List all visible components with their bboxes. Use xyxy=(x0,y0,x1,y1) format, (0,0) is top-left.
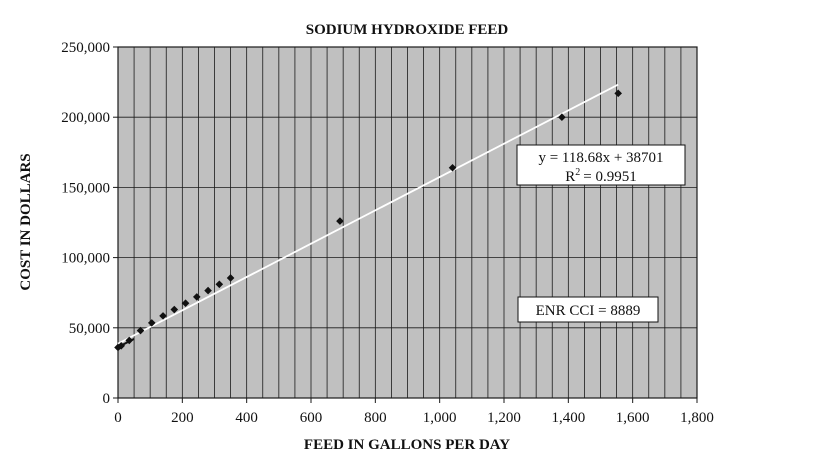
data-points xyxy=(114,89,622,352)
data-point xyxy=(226,274,235,282)
plot-frame xyxy=(117,46,698,399)
data-point xyxy=(204,286,212,295)
x-tick-label: 1,200 xyxy=(487,410,521,426)
x-tick-label: 400 xyxy=(235,410,258,426)
x-axis-ticks: 0 200 400 600 800 1,000 1,200 1,400 1,600 1,800 xyxy=(114,398,714,426)
r-squared-label: R2 = 0.9951 xyxy=(565,167,636,185)
x-tick-label: 800 xyxy=(364,410,387,426)
x-tick-label: 600 xyxy=(300,410,323,426)
trendline-equation: y = 118.68x + 38701 xyxy=(538,150,663,166)
x-tick-label: 1,000 xyxy=(423,410,457,426)
x-tick-label: 200 xyxy=(171,410,194,426)
gridlines xyxy=(118,47,697,398)
r-squared-value: = 0.9951 xyxy=(583,169,636,185)
x-tick-label: 1,800 xyxy=(680,410,714,426)
enr-box: ENR CCI = 8889 xyxy=(517,296,659,323)
x-tick-label: 0 xyxy=(114,410,122,426)
data-point xyxy=(448,163,457,172)
data-point xyxy=(159,312,167,320)
trendline xyxy=(117,83,619,345)
equation-box: y = 118.68x + 38701 R2 = 0.9951 xyxy=(516,144,686,186)
data-point xyxy=(558,113,566,121)
y-tick-label: 100,000 xyxy=(61,251,110,267)
y-tick-label: 0 xyxy=(103,391,111,407)
r-squared-superscript: 2 xyxy=(575,167,580,178)
y-tick-label: 50,000 xyxy=(69,321,110,337)
y-axis-title: COST IN DOLLARS xyxy=(18,153,34,290)
enr-box-frame xyxy=(517,296,659,323)
data-point xyxy=(614,89,622,98)
enr-cci-annotation: ENR CCI = 8889 xyxy=(536,303,641,319)
equation-box-frame xyxy=(516,144,686,186)
data-point xyxy=(125,336,134,345)
data-point xyxy=(147,319,156,327)
data-point xyxy=(117,341,126,350)
y-tick-label: 200,000 xyxy=(61,110,110,126)
y-axis-ticks: 0 50,000 100,000 150,000 200,000 250,000 xyxy=(61,40,118,407)
y-tick-label: 250,000 xyxy=(61,40,110,56)
x-tick-label: 1,600 xyxy=(616,410,650,426)
data-point xyxy=(170,305,179,314)
y-tick-label: 150,000 xyxy=(61,180,110,196)
x-tick-label: 1,400 xyxy=(551,410,585,426)
data-point xyxy=(336,217,344,225)
data-point xyxy=(215,280,224,289)
x-axis-title: FEED IN GALLONS PER DAY xyxy=(304,437,510,453)
r-squared-prefix: R xyxy=(565,169,575,185)
data-point xyxy=(181,299,190,308)
chart-title: SODIUM HYDROXIDE FEED xyxy=(306,22,509,38)
data-point xyxy=(136,326,145,335)
data-point xyxy=(193,293,201,301)
